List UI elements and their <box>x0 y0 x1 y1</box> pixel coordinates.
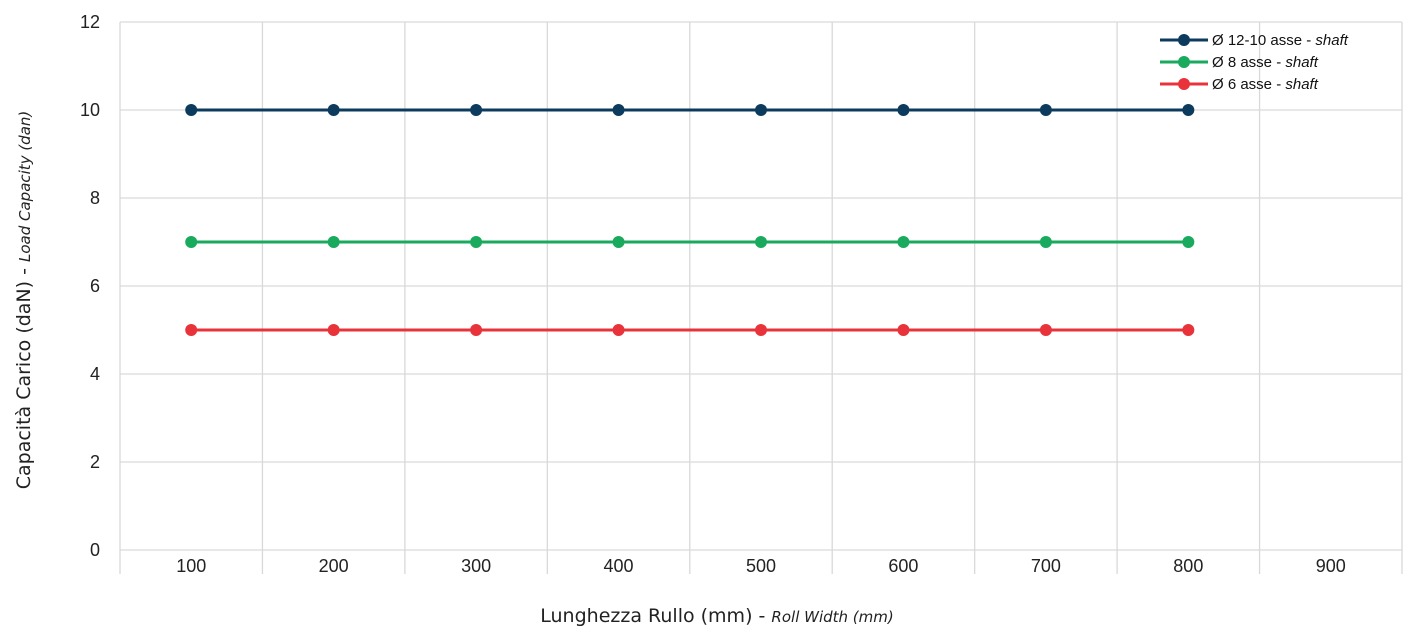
x-tick-label: 400 <box>604 556 634 576</box>
y-tick-label: 4 <box>90 364 100 384</box>
legend-item-2: Ø 6 asse - shaft <box>1160 76 1319 93</box>
data-point <box>1182 324 1195 336</box>
data-point <box>897 104 910 116</box>
y-tick-label: 6 <box>90 276 100 296</box>
y-axis-title-main: Capacità Carico (daN) - <box>13 262 35 489</box>
data-point <box>755 236 767 248</box>
series-0 <box>185 104 1195 116</box>
y-axis-title: Capacità Carico (daN) - Load Capacity (d… <box>13 111 35 490</box>
data-point <box>612 236 625 248</box>
data-point <box>897 236 910 248</box>
data-point <box>1039 324 1052 336</box>
data-point <box>1182 236 1195 248</box>
series-2 <box>185 324 1195 336</box>
legend-label: Ø 12-10 asse - shaft <box>1212 32 1349 49</box>
x-tick-label: 500 <box>746 556 776 576</box>
legend-label-italic: shaft <box>1285 76 1318 93</box>
x-axis-title-main: Lunghezza Rullo (mm) - <box>540 605 771 627</box>
legend-label-main: Ø 12-10 asse - <box>1212 32 1315 49</box>
y-tick-label: 0 <box>90 540 100 560</box>
y-tick-label: 8 <box>90 188 100 208</box>
x-tick-label: 800 <box>1173 556 1203 576</box>
legend-marker <box>1178 78 1190 90</box>
legend-label-italic: shaft <box>1315 32 1348 49</box>
y-tick-label: 2 <box>90 452 100 472</box>
data-point <box>470 324 483 336</box>
data-point <box>1182 104 1195 116</box>
data-point <box>185 324 198 336</box>
x-tick-label: 600 <box>888 556 918 576</box>
data-point <box>185 236 198 248</box>
y-tick-label: 12 <box>80 12 100 32</box>
legend-item-1: Ø 8 asse - shaft <box>1160 54 1319 71</box>
data-point <box>1039 104 1052 116</box>
x-axis-ticks: 100 200 300 400 500 600 700 800 900 <box>176 556 1346 576</box>
x-tick-label: 900 <box>1316 556 1346 576</box>
legend-marker <box>1178 34 1190 46</box>
data-point <box>755 324 767 336</box>
series-1 <box>185 236 1195 248</box>
data-point <box>327 104 340 116</box>
data-point <box>327 236 340 248</box>
x-tick-label: 700 <box>1031 556 1061 576</box>
legend-item-0: Ø 12-10 asse - shaft <box>1160 32 1349 49</box>
data-point <box>1039 236 1052 248</box>
series-layer <box>185 104 1195 336</box>
data-point <box>755 104 767 116</box>
x-tick-label: 100 <box>176 556 206 576</box>
legend-label: Ø 8 asse - shaft <box>1212 54 1319 71</box>
y-axis-ticks: 0 2 4 6 8 10 12 <box>80 12 100 560</box>
x-tick-label: 200 <box>319 556 349 576</box>
data-point <box>897 324 910 336</box>
data-point <box>612 324 625 336</box>
x-axis-title: Lunghezza Rullo (mm) - Roll Width (mm) <box>540 605 893 627</box>
y-tick-label: 10 <box>80 100 100 120</box>
data-point <box>470 236 483 248</box>
x-axis-title-italic: Roll Width (mm) <box>771 608 893 626</box>
x-tick-label: 300 <box>461 556 491 576</box>
legend-label-main: Ø 8 asse - <box>1212 54 1285 71</box>
legend-marker <box>1178 56 1190 68</box>
data-point <box>612 104 625 116</box>
legend-label-main: Ø 6 asse - <box>1212 76 1285 93</box>
legend-label-italic: shaft <box>1285 54 1318 71</box>
data-point <box>470 104 483 116</box>
y-axis-title-italic: Load Capacity (dan) <box>16 111 34 262</box>
data-point <box>327 324 340 336</box>
data-point <box>185 104 198 116</box>
legend-label: Ø 6 asse - shaft <box>1212 76 1319 93</box>
